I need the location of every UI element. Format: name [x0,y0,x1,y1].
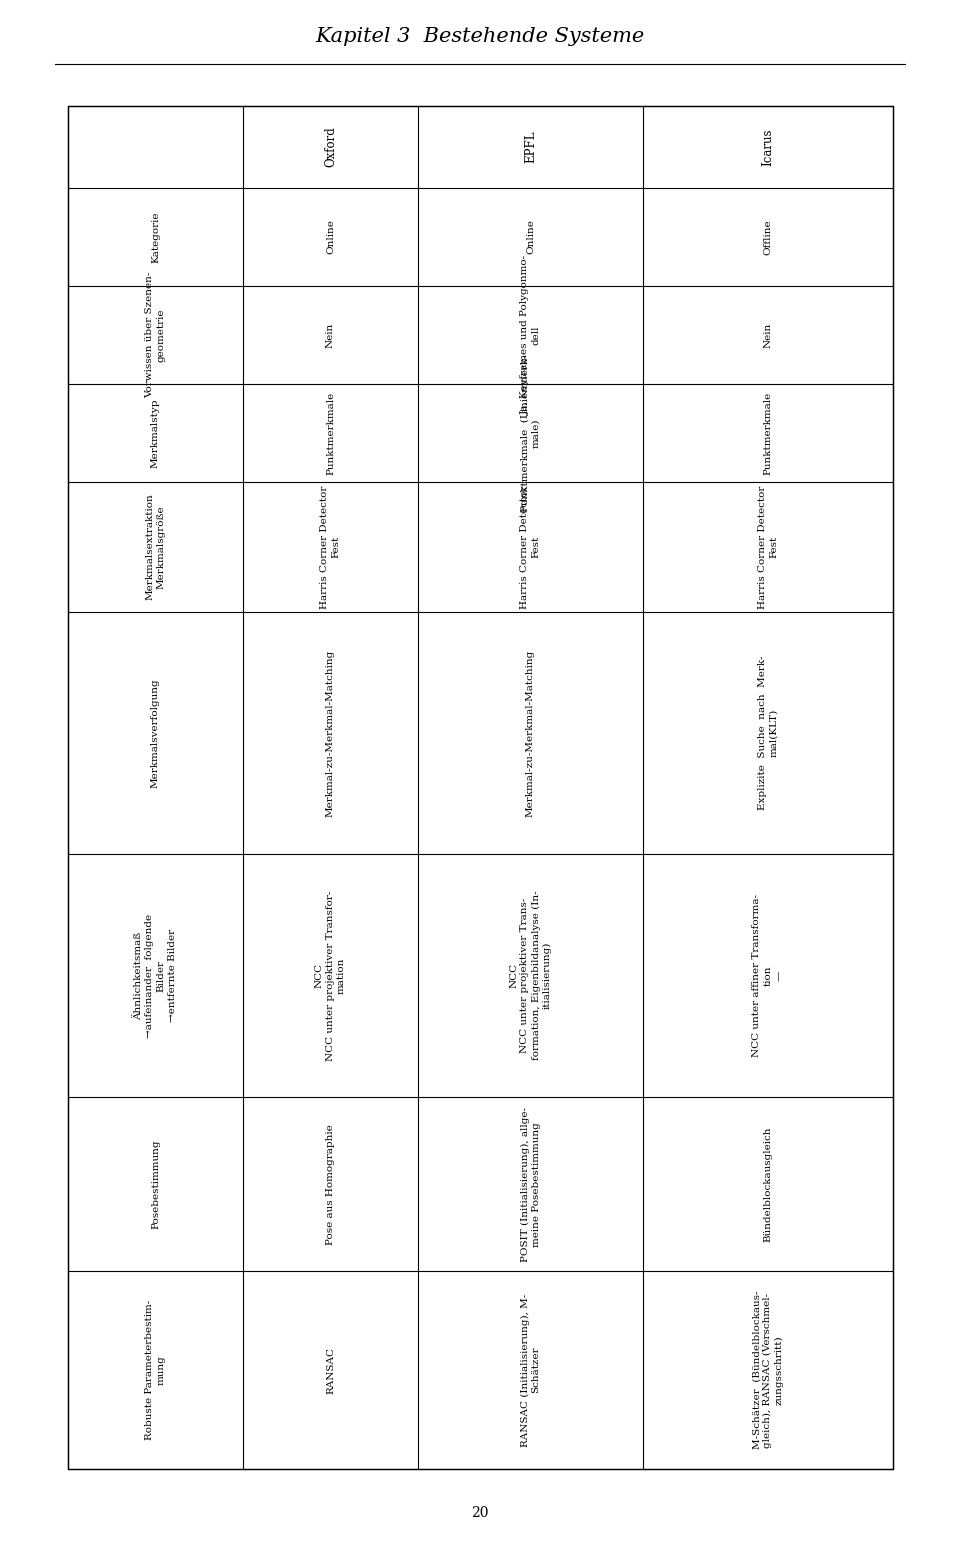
Text: Icarus: Icarus [761,128,775,165]
Text: Explizite  Suche  nach  Merk-
mal(KLT): Explizite Suche nach Merk- mal(KLT) [758,656,778,810]
Text: Harris Corner Detector
Fest: Harris Corner Detector Fest [758,485,778,609]
Text: EPFL: EPFL [524,131,537,164]
Text: Nein: Nein [326,323,335,348]
Text: Online: Online [326,220,335,254]
Text: Punktmerkmale  (Linienmerk-
male): Punktmerkmale (Linienmerk- male) [520,354,540,512]
Text: Merkmalsextraktion
Merkmalsgröße: Merkmalsextraktion Merkmalsgröße [146,493,165,601]
Text: M-Schätzer  (Bündelblockaus-
gleich), RANSAC (Verschmel-
zungsschritt): M-Schätzer (Bündelblockaus- gleich), RAN… [753,1291,783,1450]
Text: Merkmal-zu-Merkmal-Matching: Merkmal-zu-Merkmal-Matching [526,649,535,816]
Text: Online: Online [526,220,535,254]
Text: Merkmalsverfolgung: Merkmalsverfolgung [151,677,160,788]
Text: Bündelblockausgleich: Bündelblockausgleich [763,1127,773,1243]
Text: Oxford: Oxford [324,126,337,167]
Text: Punktmerkmale: Punktmerkmale [326,392,335,475]
Text: Merkmalstyp: Merkmalstyp [151,398,160,468]
Bar [68,106,893,1469]
Text: NCC
NCC unter projektiver Transfor-
mation: NCC NCC unter projektiver Transfor- mati… [315,890,347,1061]
Text: Punktmerkmale: Punktmerkmale [763,392,773,475]
Text: 20: 20 [471,1506,489,1520]
Text: NCC
NCC unter projektiver Trans-
formation, Eigenbildanalyse (In-
itialisierung): NCC NCC unter projektiver Trans- formati… [509,891,552,1060]
Text: Harris Corner Detector
Fest: Harris Corner Detector Fest [321,485,341,609]
Text: Kategorie: Kategorie [151,211,160,262]
Text: RANSAC: RANSAC [326,1347,335,1394]
Text: Harris Corner Detector
Fest: Harris Corner Detector Fest [520,485,540,609]
Text: Robuste Parameterbestim-
mung: Robuste Parameterbestim- mung [146,1300,165,1441]
Text: Merkmal-zu-Merkmal-Matching: Merkmal-zu-Merkmal-Matching [326,649,335,816]
Text: RANSAC (Initialisierung), M-
Schätzer: RANSAC (Initialisierung), M- Schätzer [520,1294,540,1447]
Text: Vorwissen über Szenen-
geometrie: Vorwissen über Szenen- geometrie [146,272,165,398]
Text: Offline: Offline [763,219,773,254]
Text: Posebestimmung: Posebestimmung [151,1140,160,1229]
Text: NCC unter affiner Transforma-
tion
—: NCC unter affiner Transforma- tion — [753,894,783,1057]
Text: Nein: Nein [763,323,773,348]
Text: Pose aus Homographie: Pose aus Homographie [326,1124,335,1244]
Text: Ja, Keyframes und Polygonmo-
dell: Ja, Keyframes und Polygonmo- dell [520,254,540,415]
Text: Ähnlichkeitsmaß
→aufeinander  folgende
Bilder
→entfernte Bilder: Ähnlichkeitsmaß →aufeinander folgende Bi… [134,913,177,1038]
Text: POSIT (Initialisierung), allge-
meine Posebestimmung: POSIT (Initialisierung), allge- meine Po… [520,1107,540,1261]
Text: Kapitel 3  Bestehende Systeme: Kapitel 3 Bestehende Systeme [316,27,644,45]
